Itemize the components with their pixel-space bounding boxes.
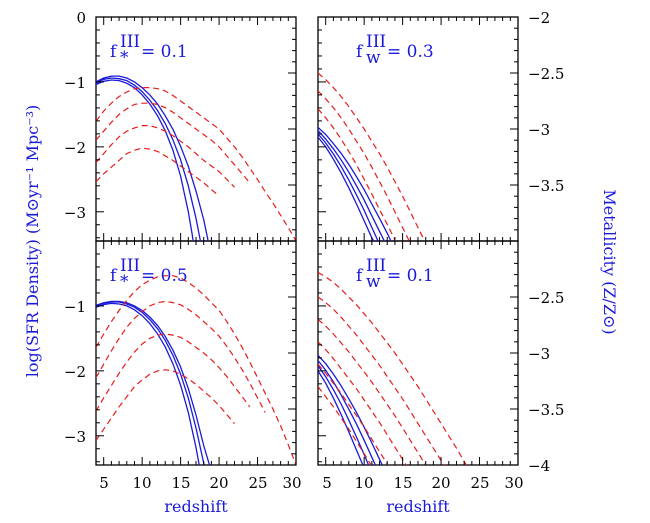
right-tick-label: −2 [528,9,550,27]
right-tick-label: −2.5 [528,289,564,307]
metallicity-line [96,86,296,241]
x-axis-title-left: redshift [164,497,228,516]
x-tick-label: 15 [393,474,412,492]
sfr-density-line [318,130,386,241]
panel-label-subscript: * [120,48,129,68]
x-tick-label: 10 [354,474,373,492]
plot-area-top-left [96,75,296,241]
metallicity-line [318,318,427,465]
left-tick-label: −3 [64,204,86,222]
sfr-density-line [318,360,377,465]
panel-label-subscript: w [366,48,381,68]
panel-label-superscript: III [120,32,140,52]
sfr-density-line [318,365,370,465]
x-tick-label: 25 [248,474,267,492]
right-y-axis-title: Metallicity (Z/Z⊙) [600,189,619,334]
panel-label-value: = 0.5 [141,266,188,286]
metallicity-line [96,147,220,197]
left-tick-label: 0 [76,9,86,27]
panel-label-top-right: f III w = 0.3 [356,32,434,68]
panel-label-value: = 0.1 [387,266,434,286]
metallicity-line [96,333,251,412]
left-tick-label: −2 [64,363,86,381]
series-layer [96,72,467,465]
panel-label-subscript: w [366,272,381,292]
metallicity-line [96,124,235,188]
x-tick-label: 30 [504,474,523,492]
metallicity-line [318,363,389,465]
metallicity-line [318,90,410,241]
sfr-density-line [318,354,383,465]
panel-label-symbol: f [356,42,364,62]
right-tick-label: −3.5 [528,177,564,195]
tick-layer [95,16,519,466]
right-tick-label: −3.5 [528,401,564,419]
panel-label-subscript: * [120,272,129,292]
left-tick-label: −1 [64,298,86,316]
right-tick-label: −3 [528,345,550,363]
plot-area-bottom-left [96,275,296,465]
panel-label-symbol: f [356,266,364,286]
right-tick-label: −2.5 [528,65,564,83]
sfr-density-line [96,300,211,465]
panel-label-top-left: f III * = 0.1 [110,32,188,68]
panel-label-superscript: III [366,256,386,276]
panel-label-bottom-right: f III w = 0.1 [356,256,434,292]
x-tick-label: 5 [322,474,332,492]
right-tick-label: −4 [528,457,550,475]
x-tick-label: 30 [282,474,301,492]
x-tick-label: 5 [99,474,109,492]
metallicity-line [318,271,467,465]
x-tick-label: 20 [431,474,450,492]
metallicity-line [96,275,296,465]
panel-label-superscript: III [120,256,140,276]
plot-area-top-right [318,72,426,241]
sfr-density-line [96,301,205,465]
left-tick-label: −2 [64,139,86,157]
metallicity-line [318,386,372,465]
panel-label-superscript: III [366,32,386,52]
sfr-density-line [318,133,379,241]
panel-label-value: = 0.1 [141,42,188,62]
metallicity-line [318,72,426,241]
left-tick-label: −3 [64,428,86,446]
metallicity-line [96,102,251,184]
panel-label-bottom-left: f III * = 0.5 [110,256,188,292]
metallicity-line [318,296,445,465]
x-axis-title-right: redshift [386,497,450,516]
sfr-density-line [318,370,364,465]
right-tick-label: −3 [528,121,550,139]
x-tick-label: 10 [132,474,151,492]
left-y-axis-title: log(SFR Density) (M⊙yr⁻¹ Mpc⁻³) [23,105,42,378]
sfr-density-line [96,77,202,241]
plot-area-bottom-right [318,271,467,465]
panel-label-symbol: f [110,266,118,286]
sfr-density-line [318,126,392,241]
x-tick-label: 20 [209,474,228,492]
x-tick-label: 15 [171,474,190,492]
panel-label-value: = 0.3 [387,42,434,62]
sfr-density-line [318,136,375,241]
sfr-density-line [96,75,209,241]
sfr-density-line [96,79,194,241]
panel-label-symbol: f [110,42,118,62]
metallicity-line [96,300,266,413]
sfr-density-line [96,302,200,465]
x-tick-label: 25 [470,474,489,492]
left-tick-label: −1 [64,74,86,92]
metallicity-line [96,369,235,441]
